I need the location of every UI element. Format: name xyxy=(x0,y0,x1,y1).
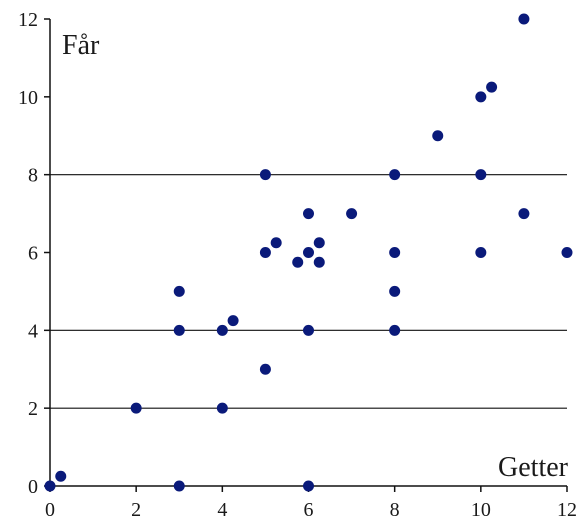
data-point xyxy=(292,256,304,268)
y-tick-label: 2 xyxy=(28,398,38,420)
x-tick-label: 6 xyxy=(304,499,314,521)
data-point xyxy=(259,169,271,181)
y-tick-label: 6 xyxy=(28,243,38,265)
x-tick-label: 2 xyxy=(131,499,141,521)
data-point xyxy=(270,237,282,249)
data-point xyxy=(389,285,401,297)
data-point xyxy=(561,247,573,258)
x-tick-label: 12 xyxy=(557,499,577,521)
tick-label-layer: 0 2 4 6 8 10 12 0 2 4 6 8 10 12 xyxy=(18,9,577,521)
y-tick-label: 4 xyxy=(28,320,38,342)
data-point xyxy=(389,247,401,258)
x-axis-title: Getter xyxy=(498,452,569,483)
data-point xyxy=(44,480,56,492)
x-tick-label: 8 xyxy=(390,499,400,521)
data-point xyxy=(216,324,228,336)
data-point xyxy=(518,13,530,25)
y-tick-label: 0 xyxy=(28,476,38,498)
data-point xyxy=(475,91,487,103)
data-point xyxy=(259,247,271,258)
data-point xyxy=(432,130,444,142)
data-point xyxy=(173,324,185,336)
data-point xyxy=(303,480,314,492)
data-point xyxy=(227,315,239,327)
point-layer xyxy=(44,13,573,492)
data-point xyxy=(475,169,487,181)
data-point xyxy=(475,247,487,258)
y-tick-label: 12 xyxy=(18,9,38,31)
data-point xyxy=(389,169,401,181)
data-point xyxy=(486,81,498,93)
data-point xyxy=(173,285,185,297)
data-point xyxy=(346,208,358,220)
data-point xyxy=(518,208,530,220)
data-point xyxy=(130,402,142,414)
data-point xyxy=(173,480,185,492)
data-point xyxy=(389,324,401,336)
x-tick-label: 10 xyxy=(471,499,491,521)
y-axis-title: Får xyxy=(62,30,100,61)
data-point xyxy=(313,256,325,268)
y-tick-label: 10 xyxy=(18,87,38,109)
data-point xyxy=(216,402,228,414)
data-point xyxy=(259,363,271,375)
x-tick-label: 4 xyxy=(217,499,227,521)
data-point xyxy=(303,208,314,220)
data-point xyxy=(303,247,314,258)
data-point xyxy=(313,237,325,249)
x-tick-label: 0 xyxy=(45,499,55,521)
y-tick-label: 8 xyxy=(28,165,38,187)
data-point xyxy=(303,324,314,336)
data-point xyxy=(55,470,67,482)
